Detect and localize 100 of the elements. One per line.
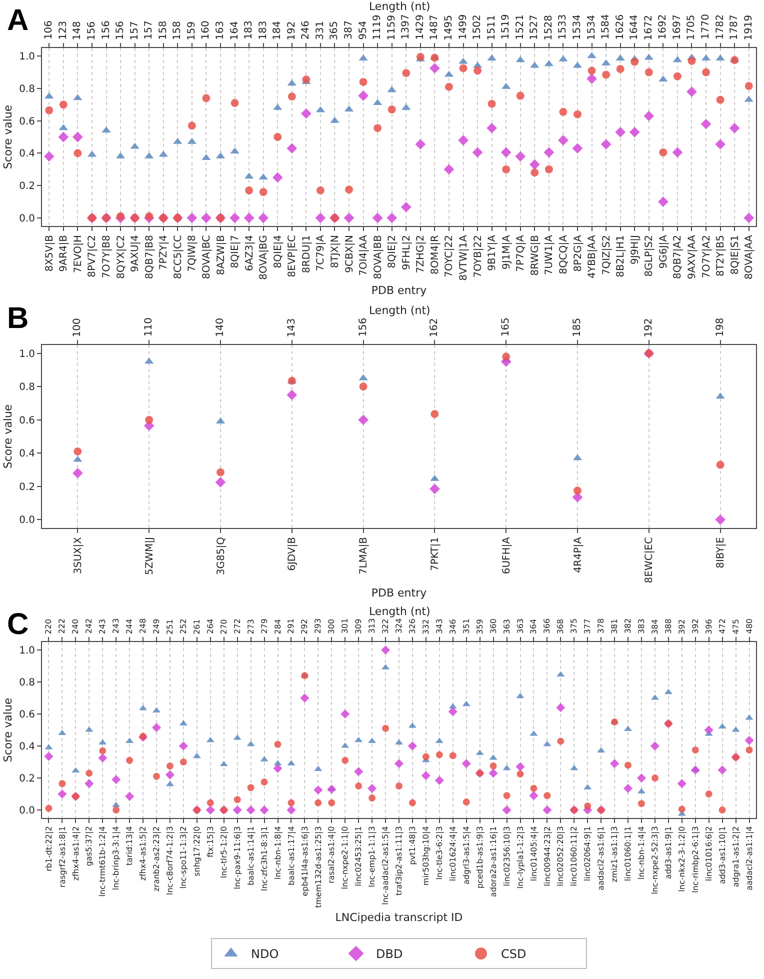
x-tick-label: 8EVP|EC [287,234,298,278]
x-tick-label: 9J1M|A [501,234,512,270]
annotation: 1528 [543,14,554,40]
x-tick-label: 5ZWM|J [144,537,156,576]
x-tick-label: lnc-tle3-6:2|3 [435,826,444,880]
x-tick-label: 8QIE|S1 [730,235,741,275]
y-tick-label: 0.6 [19,710,35,720]
annotation: 332 [421,619,430,634]
legend-label: DBD [376,947,403,962]
y-tick-label: 0.4 [19,448,35,460]
x-tick-label: lnc-nxpe2-1:1|0 [340,826,350,890]
y-tick-label: 0.2 [19,181,35,192]
x-tick-label: linc01405:4|4 [529,826,538,882]
annotation: 148 [72,21,84,40]
x-tick-label: lnc-tlr5-1:2|0 [219,826,228,878]
x-tick-label: traf3ip2-as1:11|3 [394,826,404,896]
annotation: 158 [158,20,169,40]
y-tick-label: 0.6 [19,415,35,426]
annotation: 388 [664,618,673,634]
x-tick-label: lnc-spo11-1:3|2 [179,826,188,889]
y-tick-label: 0.2 [19,482,35,493]
x-tick-label: 7O7Y|B8 [102,235,113,278]
x-tick-label: linc01016:6|2 [704,826,714,882]
y-tick-label: 0.0 [19,213,35,224]
y-tick-label: 1.0 [19,348,35,360]
annotation: 363 [516,618,525,634]
annotation: 1584 [600,14,612,40]
y-tick-label: 0.0 [19,515,35,526]
annotation: 243 [112,618,121,634]
x-tick-label: 7P7Q|A [516,234,527,272]
x-tick-label: aadacl2-as1:6|1 [596,826,606,890]
annotation: 1519 [500,14,512,40]
x-tick-label: 7PKT|1 [430,537,441,572]
annotation: 183 [244,20,255,40]
annotation: 1697 [672,14,683,40]
annotation: 1429 [414,14,426,40]
annotation: 392 [677,619,686,634]
y-axis-title: Score value [2,698,15,762]
annotation: 1644 [629,14,640,40]
x-tick-label: lnc-nbn-1:4|4 [637,826,646,880]
x-tick-label: 9G6J|A [658,234,670,269]
annotation: 1397 [400,14,412,40]
annotation: 381 [610,618,620,634]
annotation: 157 [129,21,140,40]
legend-label: NDO [251,947,279,962]
x-tick-label: 6AZ3|4 [244,235,256,272]
x-tick-label: linc01060:11|2 [570,826,579,886]
x-tick-label: zmiz1-as1:1|3 [610,826,620,882]
x-tick-label: zranb2-as2:23|2 [152,826,162,892]
x-tick-label: add3-as1:10|1 [718,826,727,884]
annotation: 366 [542,618,552,634]
annotation: 1705 [686,14,698,40]
x-tick-label: 9CBX|N [344,235,356,273]
x-tick-label: 8QCQ|A [558,234,570,274]
x-tick-label: 7UW1|A [544,234,556,276]
annotation: 322 [381,618,390,634]
y-tick-label: 0.8 [19,678,35,688]
x-tick-label: 7PZY|4 [158,235,170,270]
x-tick-label: 8OVA|BC [201,234,212,280]
x-tick-label: pvt1:48|3 [408,826,418,865]
annotation: 313 [368,618,377,634]
annotation: 156 [100,20,112,40]
annotation: 301 [340,618,350,634]
x-tick-label: 8RWG|B [530,234,541,276]
y-axis-title: Score value [2,404,15,469]
annotation: 156 [358,318,369,337]
x-tick-label: 8OVA|AA [744,234,756,280]
annotation: 156 [86,21,98,40]
x-tick-label: lnc-nkx2-3-1:2|0 [678,826,687,892]
annotation: 192 [286,21,298,40]
annotation: 273 [246,619,256,634]
annotation: 123 [58,20,69,40]
annotation: 163 [215,20,226,40]
annotation: 184 [272,21,284,40]
x-tick-label: 8IBY|E [716,537,727,568]
x-tick-label: 8QIE|7 [230,235,242,268]
annotation: 480 [744,618,754,634]
x-tick-label: 4YBB|AA [587,234,598,279]
annotation: 242 [84,618,94,634]
legend-label: CSD [501,947,526,962]
annotation: 346 [448,619,458,634]
x-tick-label: 9J9H|J [630,235,641,265]
annotation: 472 [718,618,727,634]
annotation: 249 [152,618,162,634]
annotation: 293 [314,618,323,634]
x-tick-label: snhg17:22|0 [192,826,202,876]
annotation: 220 [44,618,54,634]
x2-axis-title: Length (nt) [369,0,430,13]
annotation: 243 [98,618,108,634]
annotation: 1787 [729,14,740,40]
x2-axis-title: Length (nt) [369,605,430,618]
x-tick-label: lnc-aadacl2-as1:5|4 [381,826,390,905]
annotation: 375 [570,618,579,634]
annotation: 1499 [458,14,469,40]
x-tick-label: 8P2G|A [572,234,584,272]
annotation: 292 [300,618,310,634]
y-tick-label: 0.8 [19,382,35,394]
annotation: 1672 [643,14,654,40]
annotation: 1534 [572,14,583,40]
annotation: 272 [232,618,242,634]
